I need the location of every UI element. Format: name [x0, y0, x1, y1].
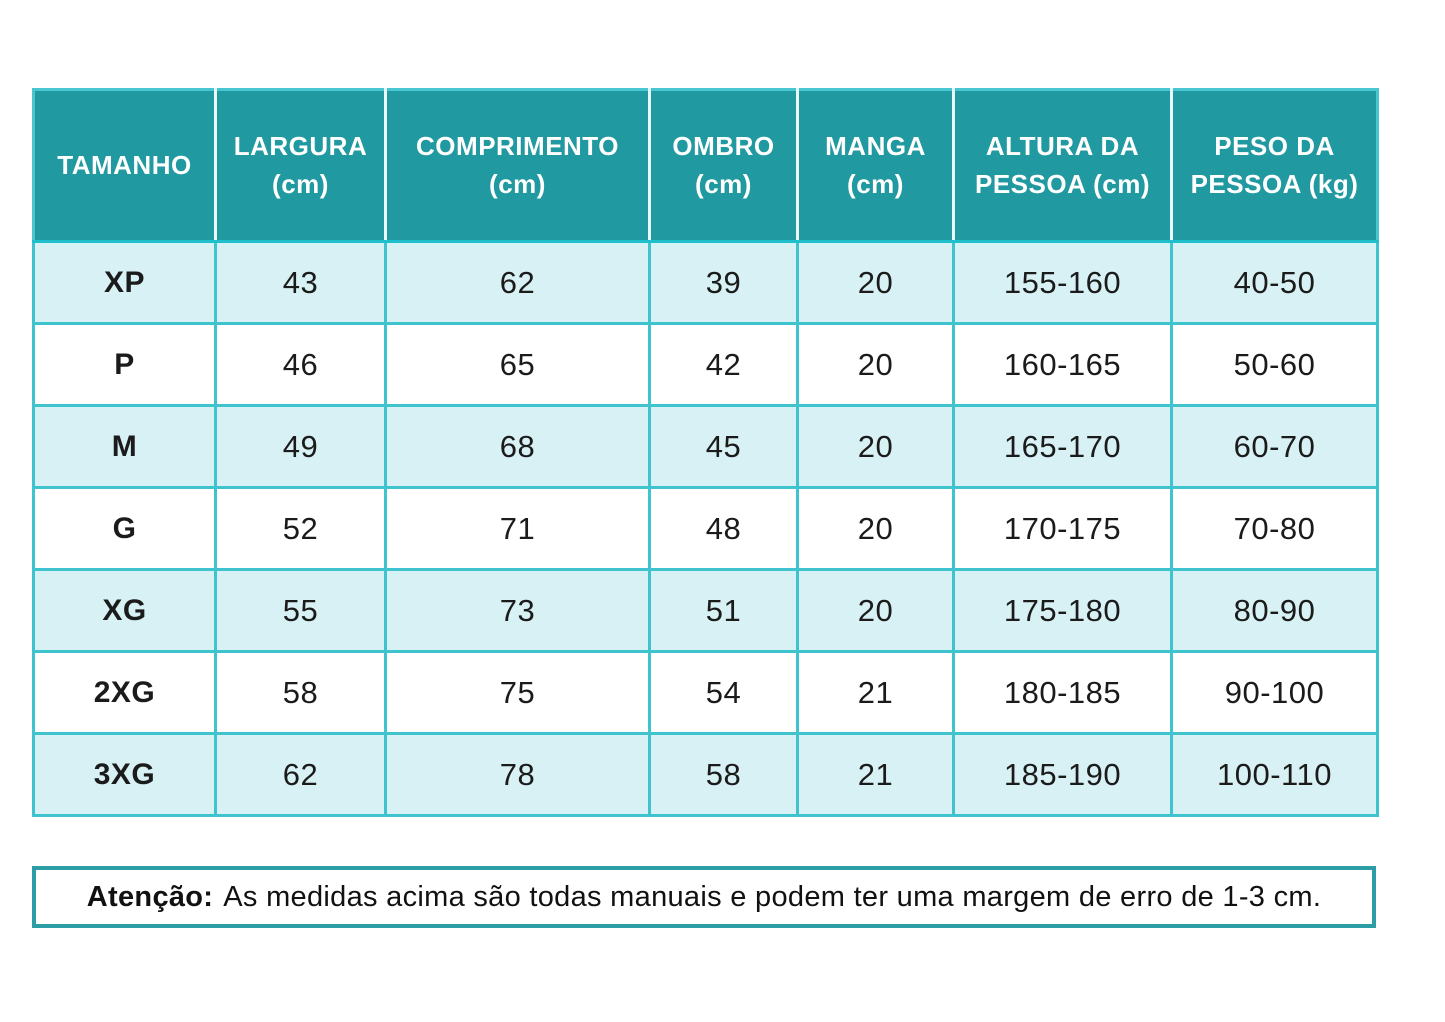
size-label: M [32, 404, 217, 489]
altura-value: 160-165 [952, 322, 1173, 407]
ombro-value: 51 [648, 568, 799, 653]
comprimento-value: 73 [384, 568, 651, 653]
ombro-value: 54 [648, 650, 799, 735]
manga-value: 21 [796, 650, 955, 735]
comprimento-value: 71 [384, 486, 651, 571]
size-label: G [32, 486, 217, 571]
peso-value: 80-90 [1170, 568, 1379, 653]
col-header-peso: PESO DA PESSOA (kg) [1170, 89, 1378, 243]
ombro-value: 48 [648, 486, 799, 571]
ombro-value: 58 [648, 732, 799, 817]
size-row-m: M 49 68 45 20 165-170 60-70 [32, 404, 1379, 489]
col-header-altura: ALTURA DA PESSOA (cm) [952, 89, 1172, 243]
largura-value: 62 [214, 732, 387, 817]
size-label: XP [32, 240, 217, 325]
size-row-2xg: 2XG 58 75 54 21 180-185 90-100 [32, 650, 1379, 735]
peso-value: 60-70 [1170, 404, 1379, 489]
largura-value: 43 [214, 240, 387, 325]
comprimento-value: 62 [384, 240, 651, 325]
peso-value: 90-100 [1170, 650, 1379, 735]
ombro-value: 42 [648, 322, 799, 407]
size-row-xg: XG 55 73 51 20 175-180 80-90 [32, 568, 1379, 653]
altura-value: 155-160 [952, 240, 1173, 325]
altura-value: 185-190 [952, 732, 1173, 817]
size-row-xp: XP 43 62 39 20 155-160 40-50 [32, 240, 1379, 325]
size-row-g: G 52 71 48 20 170-175 70-80 [32, 486, 1379, 571]
size-row-3xg: 3XG 62 78 58 21 185-190 100-110 [32, 732, 1379, 817]
header-row: TAMANHO LARGURA (cm) COMPRIMENTO (cm) OM… [32, 89, 1378, 243]
largura-value: 46 [214, 322, 387, 407]
manga-value: 20 [796, 240, 955, 325]
manga-value: 20 [796, 404, 955, 489]
disclaimer-text: As medidas acima são todas manuais e pod… [223, 880, 1322, 913]
comprimento-value: 75 [384, 650, 651, 735]
manga-value: 20 [796, 322, 955, 407]
size-label: P [32, 322, 217, 407]
comprimento-value: 65 [384, 322, 651, 407]
size-chart-table: TAMANHO LARGURA (cm) COMPRIMENTO (cm) OM… [32, 88, 1379, 817]
size-label: XG [32, 568, 217, 653]
col-header-ombro: OMBRO (cm) [648, 89, 798, 243]
col-header-manga: MANGA (cm) [796, 89, 954, 243]
manga-value: 20 [796, 568, 955, 653]
altura-value: 175-180 [952, 568, 1173, 653]
measurement-disclaimer: Atenção: As medidas acima são todas manu… [32, 866, 1376, 928]
disclaimer-label: Atenção: [86, 880, 214, 913]
comprimento-value: 78 [384, 732, 651, 817]
altura-value: 180-185 [952, 650, 1173, 735]
peso-value: 50-60 [1170, 322, 1379, 407]
col-header-largura: LARGURA (cm) [214, 89, 386, 243]
size-row-p: P 46 65 42 20 160-165 50-60 [32, 322, 1379, 407]
peso-value: 40-50 [1170, 240, 1379, 325]
col-header-comprimento: COMPRIMENTO (cm) [384, 89, 650, 243]
size-label: 2XG [32, 650, 217, 735]
largura-value: 58 [214, 650, 387, 735]
manga-value: 21 [796, 732, 955, 817]
size-label: 3XG [32, 732, 217, 817]
col-header-tamanho: TAMANHO [32, 89, 216, 243]
ombro-value: 39 [648, 240, 799, 325]
peso-value: 100-110 [1170, 732, 1379, 817]
peso-value: 70-80 [1170, 486, 1379, 571]
largura-value: 52 [214, 486, 387, 571]
largura-value: 49 [214, 404, 387, 489]
largura-value: 55 [214, 568, 387, 653]
altura-value: 165-170 [952, 404, 1173, 489]
altura-value: 170-175 [952, 486, 1173, 571]
comprimento-value: 68 [384, 404, 651, 489]
manga-value: 20 [796, 486, 955, 571]
ombro-value: 45 [648, 404, 799, 489]
